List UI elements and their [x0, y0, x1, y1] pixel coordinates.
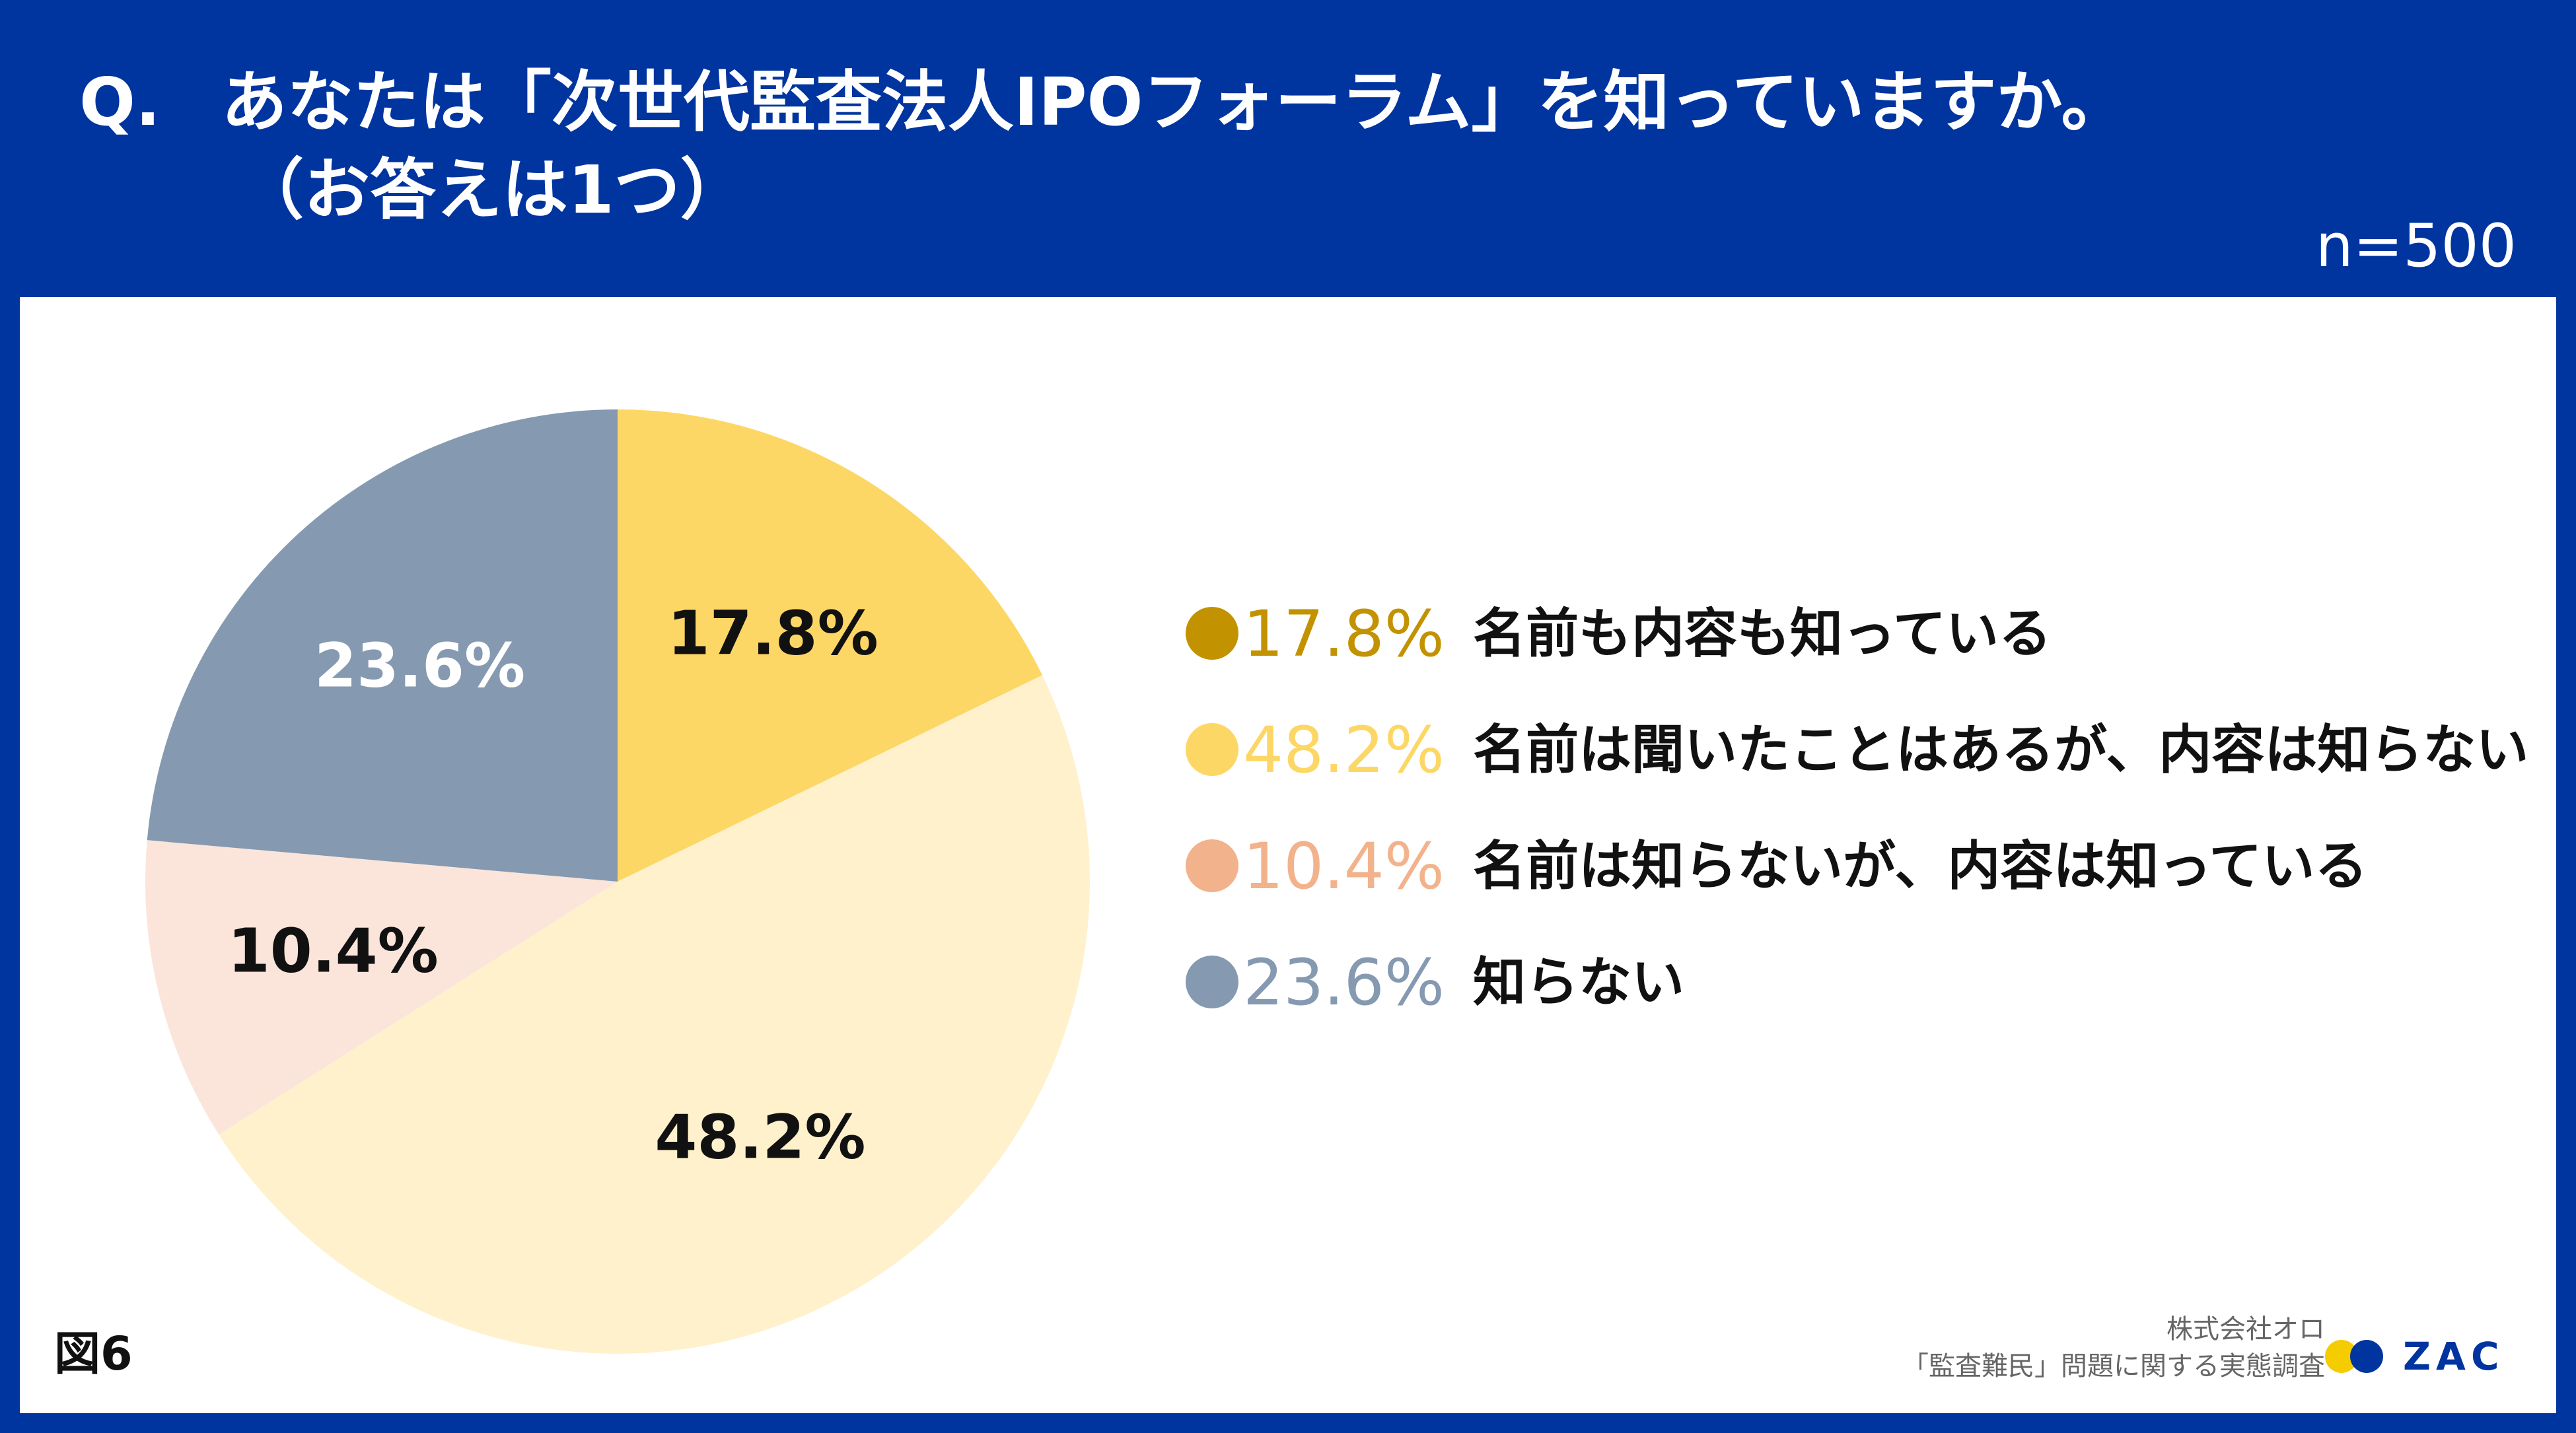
legend-label: 知らない	[1473, 952, 1684, 1013]
pie-slice-1	[618, 409, 1043, 882]
legend-dot-icon	[1186, 956, 1238, 1008]
legend-dot-icon	[1186, 607, 1238, 660]
logo-blue-dot-icon	[2350, 1340, 2383, 1373]
credit-company: 株式会社オロ	[2166, 1314, 2325, 1345]
legend: 17.8% 名前も内容も知っている 48.2% 名前は聞いたことはあるが、内容は知らな…	[1163, 598, 2536, 1063]
pie-slice-4	[147, 409, 618, 882]
zac-logo: ZAC	[2325, 1331, 2523, 1383]
credit-survey: 「監査難民」問題に関する実態調査	[1902, 1351, 2325, 1381]
credit: 株式会社オロ 「監査難民」問題に関する実態調査	[1902, 1311, 2325, 1385]
pie-slice-3	[145, 840, 618, 1135]
legend-value: 10.4%	[1243, 829, 1445, 903]
figure-label: 図6	[54, 1327, 133, 1381]
legend-value: 48.2%	[1243, 713, 1445, 787]
slice-value-label-3: 10.4%	[228, 915, 439, 986]
legend-item-2: 48.2% 名前は聞いたことはあるが、内容は知らない	[1163, 714, 2536, 786]
legend-value: 17.8%	[1243, 597, 1445, 671]
legend-item-1: 17.8% 名前も内容も知っている	[1163, 598, 2536, 670]
legend-label: 名前も内容も知っている	[1473, 603, 2052, 664]
legend-item-3: 10.4% 名前は知らないが、内容は知っている	[1163, 830, 2536, 903]
legend-dot-icon	[1186, 723, 1238, 776]
legend-label: 名前は知らないが、内容は知っている	[1473, 835, 2368, 897]
legend-item-4: 23.6% 知らない	[1163, 946, 2536, 1019]
logo-text: ZAC	[2403, 1334, 2505, 1379]
question-label: Q.	[79, 63, 161, 141]
sample-size: n=500	[2315, 211, 2517, 281]
legend-dot-icon	[1186, 839, 1238, 892]
question-note: （お答えは1つ）	[238, 151, 746, 228]
pie-chart: 17.8% 48.2% 10.4% 23.6%	[145, 409, 1090, 1354]
chart-panel: 17.8% 48.2% 10.4% 23.6% 17.8% 名前も内容も知っている 48.…	[20, 297, 2556, 1413]
slice-value-label-2: 48.2%	[655, 1102, 865, 1173]
legend-value: 23.6%	[1243, 946, 1445, 1020]
slice-value-label-1: 17.8%	[668, 598, 878, 669]
pie-slice-2	[219, 675, 1090, 1354]
question-title: あなたは「次世代監査法人IPOフォーラム」を知っていますか。	[221, 63, 2128, 141]
legend-label: 名前は聞いたことはあるが、内容は知らない	[1473, 719, 2529, 781]
slice-value-label-4: 23.6%	[314, 631, 525, 701]
